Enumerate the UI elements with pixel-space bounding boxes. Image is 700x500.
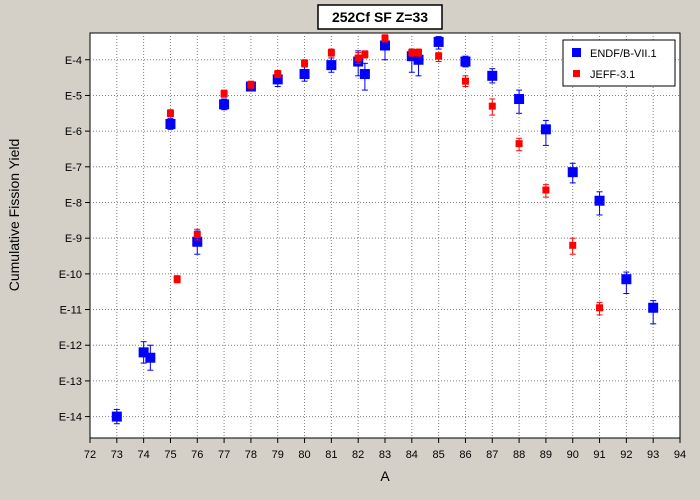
legend-label-endf: ENDF/B-VII.1 [590, 48, 657, 60]
x-tick-label: 85 [433, 449, 445, 461]
y-tick-label: E-7 [65, 162, 82, 174]
data-point [433, 36, 444, 47]
data-point [408, 49, 416, 57]
data-point [219, 99, 230, 110]
data-point [540, 124, 551, 135]
data-point [515, 140, 523, 148]
legend-marker-jeff [573, 70, 580, 77]
data-point [569, 241, 577, 249]
x-tick-label: 87 [486, 449, 498, 461]
y-axis-ticks: E-4 E-5 E-6 E-7 E-8 E-9 E-10 E-11 E-12 E-13 E-14 [59, 55, 90, 424]
data-point [193, 231, 201, 239]
x-tick-label: 90 [567, 449, 579, 461]
legend: ENDF/B-VII.1 JEFF-3.1 [562, 39, 676, 87]
x-tick-label: 93 [647, 449, 659, 461]
x-tick-label: 80 [298, 449, 310, 461]
x-tick-label: 89 [540, 449, 552, 461]
x-tick-label: 91 [593, 449, 605, 461]
data-point [594, 195, 605, 206]
y-tick-label: E-13 [59, 376, 82, 388]
legend-label-jeff: JEFF-3.1 [590, 69, 635, 81]
series-jeff-3-1 [166, 34, 604, 316]
x-tick-label: 92 [620, 449, 632, 461]
data-point [192, 236, 203, 247]
data-point [326, 60, 337, 71]
data-point [165, 118, 176, 129]
data-point [145, 352, 156, 363]
data-series [111, 34, 659, 425]
data-point [435, 52, 443, 60]
y-tick-label: E-4 [65, 55, 82, 67]
data-point [567, 167, 578, 178]
x-axis-label: A [380, 468, 390, 484]
data-point [415, 49, 423, 57]
data-point [138, 347, 149, 358]
x-tick-label: 82 [352, 449, 364, 461]
chart-title: 252Cf SF Z=33 [332, 9, 428, 25]
x-tick-label: 81 [325, 449, 337, 461]
y-tick-label: E-11 [60, 305, 82, 317]
data-point [220, 90, 228, 98]
x-tick-label: 84 [406, 449, 418, 461]
data-point [274, 70, 282, 78]
data-point [648, 302, 659, 313]
series-endf-b-vii-1 [111, 36, 659, 425]
x-tick-label: 86 [459, 449, 471, 461]
data-point [381, 34, 389, 42]
data-point [380, 40, 390, 51]
data-point [621, 274, 632, 285]
y-tick-label: E-9 [65, 233, 82, 245]
x-tick-label: 76 [191, 449, 203, 461]
chart-title-box: 252Cf SF Z=33 [317, 4, 443, 30]
data-point [542, 186, 550, 194]
x-tick-label: 78 [245, 449, 257, 461]
x-tick-label: 83 [379, 449, 391, 461]
data-point [173, 275, 181, 283]
data-point [461, 77, 469, 85]
y-tick-label: E-14 [59, 412, 82, 424]
data-point [361, 50, 369, 58]
x-tick-label: 75 [164, 449, 176, 461]
data-point [247, 81, 255, 89]
y-axis-label: Cumulative Fission Yield [6, 139, 22, 292]
x-tick-label: 79 [272, 449, 284, 461]
data-point [596, 304, 604, 312]
data-point [487, 70, 498, 81]
data-point [359, 69, 370, 80]
data-point [301, 59, 309, 67]
y-tick-label: E-6 [65, 126, 82, 138]
data-point [166, 109, 174, 117]
data-point [111, 411, 122, 422]
plot-area [89, 32, 681, 439]
data-point [299, 69, 310, 80]
x-tick-label: 88 [513, 449, 525, 461]
x-tick-label: 77 [218, 449, 230, 461]
data-point [327, 49, 335, 57]
y-tick-label: E-10 [59, 269, 82, 281]
y-tick-label: E-12 [59, 340, 82, 352]
data-point [413, 54, 424, 65]
data-point [514, 94, 525, 105]
y-tick-label: E-8 [65, 197, 82, 209]
x-tick-label: 73 [111, 449, 123, 461]
legend-marker-endf [572, 48, 581, 57]
data-point [354, 54, 362, 62]
x-axis-ticks: 72 73 74 75 76 77 78 79 80 81 82 83 84 85 86 87 88 89 90 91… [84, 438, 686, 461]
x-tick-label: 94 [674, 449, 686, 461]
y-tick-label: E-5 [65, 90, 82, 102]
data-point [460, 56, 471, 67]
data-point [488, 102, 496, 110]
x-tick-label: 72 [84, 449, 96, 461]
x-tick-label: 74 [138, 449, 150, 461]
data-point [272, 74, 283, 85]
